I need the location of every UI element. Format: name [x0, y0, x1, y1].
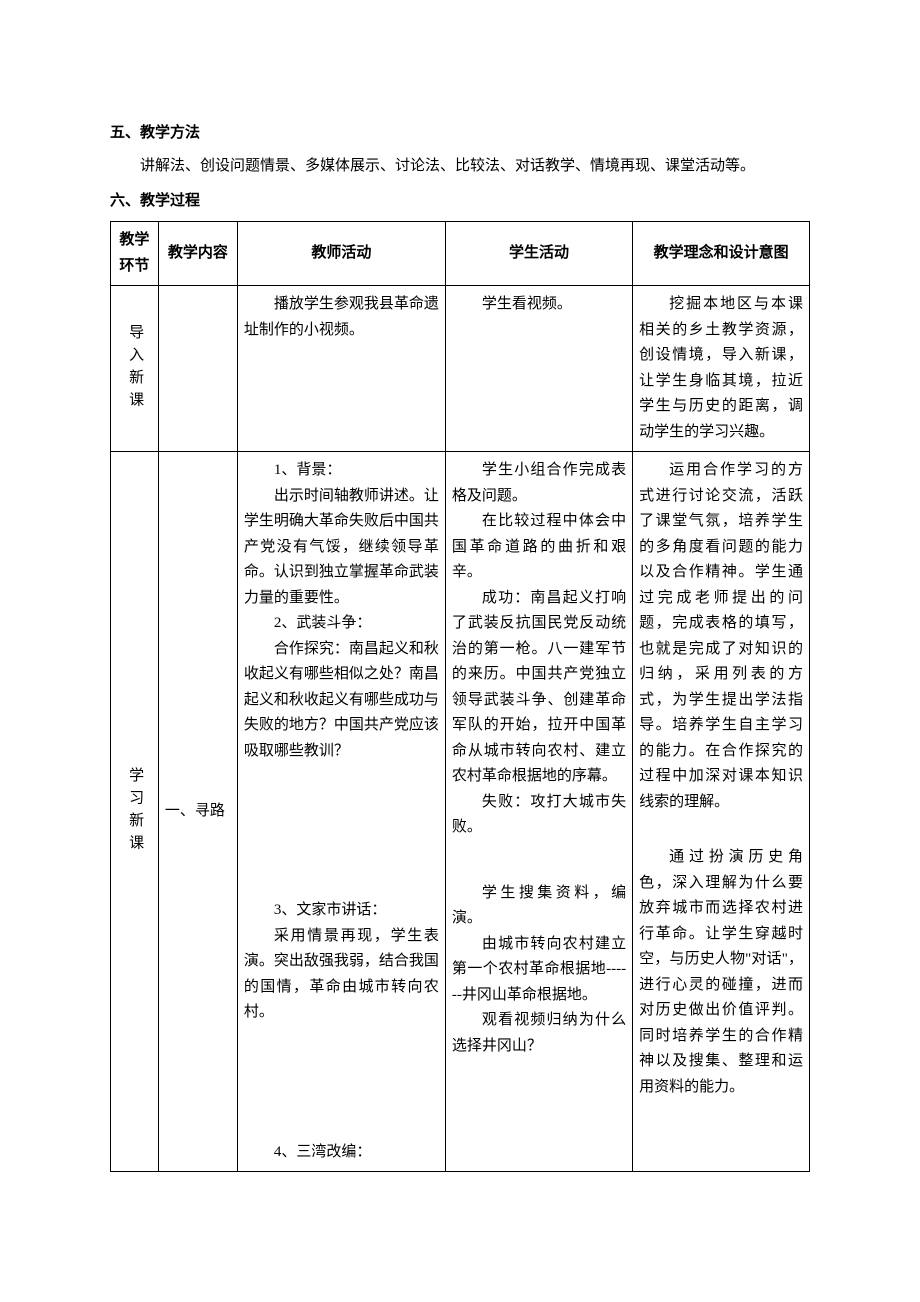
table-row: 学习新课 一、寻路 1、背景： 出示时间轴教师讲述。让学生明确大革命失败后中国共… — [111, 452, 810, 1172]
col-header-rationale: 教学理念和设计意图 — [633, 222, 810, 286]
stage-label: 学习新课 — [122, 767, 148, 857]
student-text: 由城市转向农村建立第一个农村革命根据地------井冈山革命根据地。 — [452, 932, 626, 1009]
rationale-text: 运用合作学习的方式进行讨论交流，活跃了课堂气氛，培养学生的多角度看问题的能力以及… — [639, 458, 803, 815]
teacher-text: 播放学生参观我县革命遗址制作的小视频。 — [244, 292, 439, 343]
teacher-text: 4、三湾改编： — [244, 1140, 439, 1166]
teacher-cell: 播放学生参观我县革命遗址制作的小视频。 — [237, 286, 445, 452]
stage-cell: 学习新课 — [111, 452, 159, 1172]
student-cell: 学生看视频。 — [445, 286, 632, 452]
student-text: 学生搜集资料，编演。 — [452, 881, 626, 932]
teacher-text: 1、背景： — [244, 458, 439, 484]
teaching-process-table: 教学环节 教学内容 教师活动 学生活动 教学理念和设计意图 导入新课 播放学生参… — [110, 221, 810, 1172]
col-header-content: 教学内容 — [158, 222, 237, 286]
table-header-row: 教学环节 教学内容 教师活动 学生活动 教学理念和设计意图 — [111, 222, 810, 286]
student-cell: 学生小组合作完成表格及问题。 在比较过程中体会中国革命道路的曲折和艰辛。 成功：… — [445, 452, 632, 1172]
section-6: 六、教学过程 教学环节 教学内容 教师活动 学生活动 教学理念和设计意图 导入新… — [110, 188, 810, 1172]
teacher-text: 出示时间轴教师讲述。让学生明确大革命失败后中国共产党没有气馁，继续领导革命。认识… — [244, 484, 439, 612]
rationale-cell: 运用合作学习的方式进行讨论交流，活跃了课堂气氛，培养学生的多角度看问题的能力以及… — [633, 452, 810, 1172]
student-text: 观看视频归纳为什么选择井冈山？ — [452, 1008, 626, 1059]
student-text: 在比较过程中体会中国革命道路的曲折和艰辛。 — [452, 509, 626, 586]
col-header-student: 学生活动 — [445, 222, 632, 286]
section-5-body: 讲解法、创设问题情景、多媒体展示、讨论法、比较法、对话教学、情境再现、课堂活动等… — [110, 153, 810, 180]
teacher-text: 2、武装斗争： — [244, 611, 439, 637]
rationale-text: 通过扮演历史角色，深入理解为什么要放弃城市而选择农村进行革命。让学生穿越时空，与… — [639, 845, 803, 1100]
rationale-cell: 挖掘本地区与本课相关的乡土教学资源，创设情境，导入新课，让学生身临其境，拉近学生… — [633, 286, 810, 452]
section-6-heading: 六、教学过程 — [110, 188, 810, 215]
content-cell: 一、寻路 — [158, 452, 237, 1172]
rationale-text: 挖掘本地区与本课相关的乡土教学资源，创设情境，导入新课，让学生身临其境，拉近学生… — [639, 292, 803, 445]
content-cell — [158, 286, 237, 452]
table-row: 导入新课 播放学生参观我县革命遗址制作的小视频。 学生看视频。 挖掘本地区与本课… — [111, 286, 810, 452]
stage-label: 导入新课 — [122, 324, 148, 414]
col-header-stage: 教学环节 — [111, 222, 159, 286]
stage-cell: 导入新课 — [111, 286, 159, 452]
col-header-teacher: 教师活动 — [237, 222, 445, 286]
section-5: 五、教学方法 讲解法、创设问题情景、多媒体展示、讨论法、比较法、对话教学、情境再… — [110, 120, 810, 180]
student-text: 失败：攻打大城市失败。 — [452, 790, 626, 841]
student-text: 成功：南昌起义打响了武装反抗国民党反动统治的第一枪。八一建军节的来历。中国共产党… — [452, 586, 626, 790]
teacher-cell: 1、背景： 出示时间轴教师讲述。让学生明确大革命失败后中国共产党没有气馁，继续领… — [237, 452, 445, 1172]
student-text: 学生看视频。 — [452, 292, 626, 318]
teacher-text: 合作探究：南昌起义和秋收起义有哪些相似之处？南昌起义和秋收起义有哪些成功与失败的… — [244, 637, 439, 765]
teacher-text: 3、文家市讲话： — [244, 898, 439, 924]
teacher-text: 采用情景再现，学生表演。突出敌强我弱，结合我国的国情，革命由城市转向农村。 — [244, 924, 439, 1026]
section-5-heading: 五、教学方法 — [110, 120, 810, 147]
student-text: 学生小组合作完成表格及问题。 — [452, 458, 626, 509]
